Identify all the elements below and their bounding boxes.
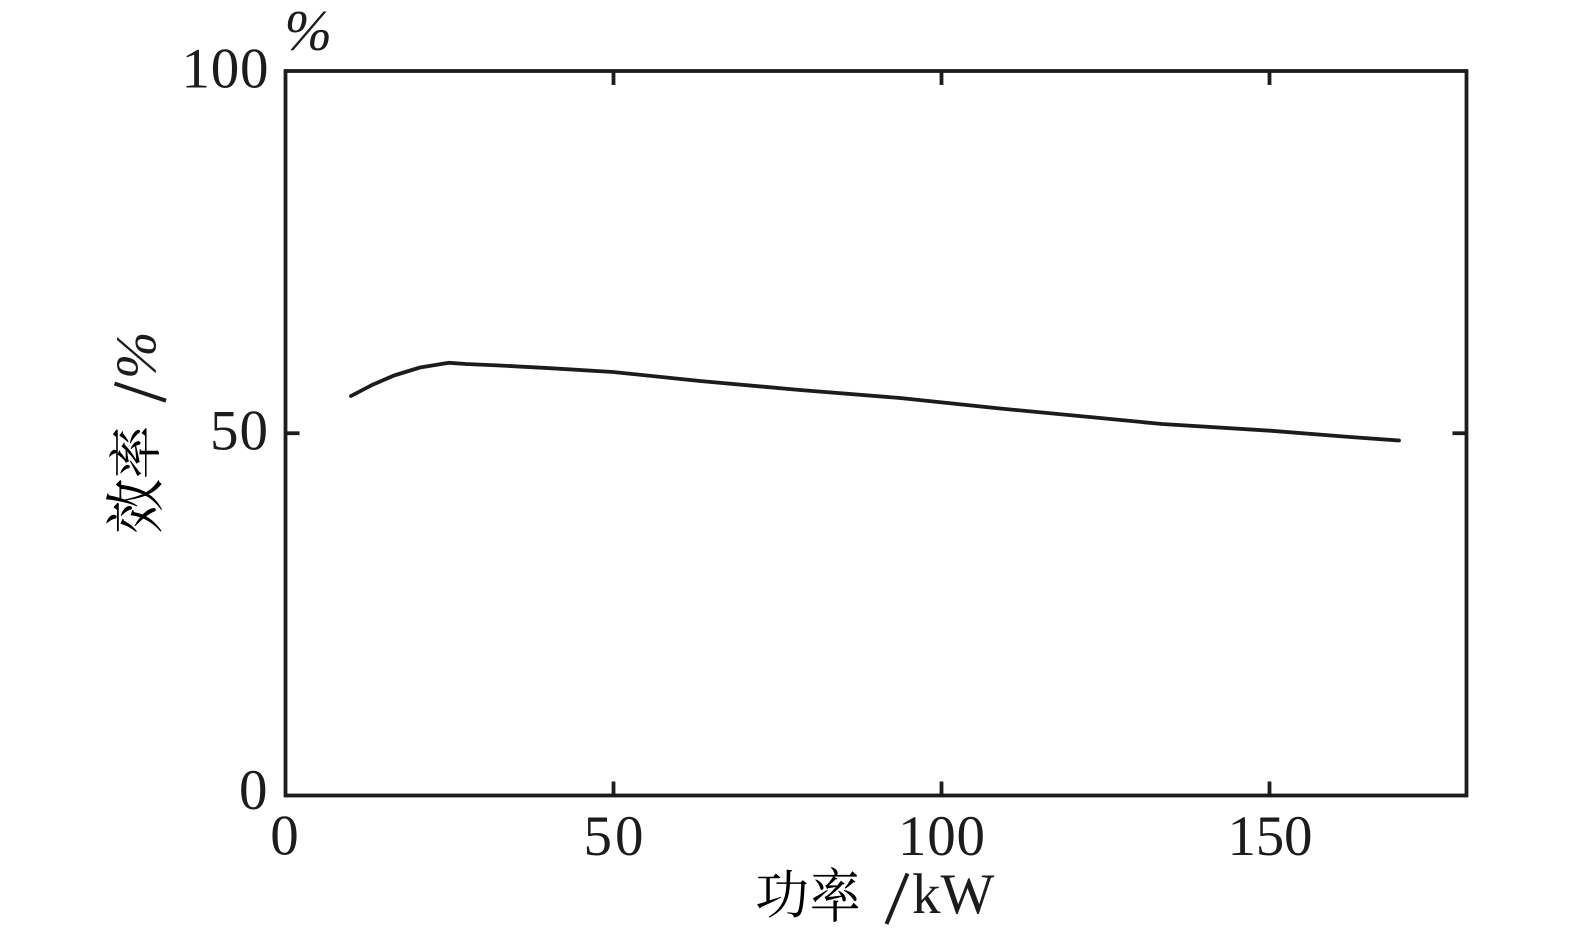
svg-text:50: 50 [210,400,268,463]
svg-text:100: 100 [898,805,985,868]
svg-text:0: 0 [270,805,299,868]
svg-text:100: 100 [182,38,269,101]
svg-text:150: 150 [1228,805,1313,868]
svg-text:kW: kW [912,863,995,926]
svg-text:%: % [105,332,168,379]
svg-text:%: % [285,0,332,63]
svg-text:0: 0 [239,759,268,822]
